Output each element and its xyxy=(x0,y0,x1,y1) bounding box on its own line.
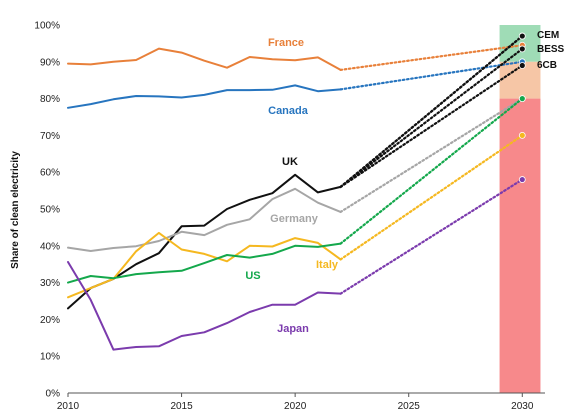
label-canada: Canada xyxy=(268,105,309,117)
projection-lines xyxy=(339,34,524,295)
x-tick-label: 2010 xyxy=(57,401,80,412)
scenario-point-cem xyxy=(518,32,526,40)
projection-canada xyxy=(339,60,524,91)
projection-france xyxy=(339,44,524,71)
scenario-label-6cb: 6CB xyxy=(537,60,557,71)
scenario-label-bess: BESS xyxy=(537,44,565,55)
projection-germany xyxy=(339,97,524,214)
y-tick-label: 10% xyxy=(40,352,60,363)
label-us: US xyxy=(245,270,260,282)
series-labels: France Canada UK Germany Italy US Japan xyxy=(245,37,339,335)
y-tick-label: 100% xyxy=(34,21,60,32)
projection-us xyxy=(339,97,524,245)
projection-scenario-bess xyxy=(339,47,524,189)
y-tick-label: 50% xyxy=(40,205,60,216)
series-line-us xyxy=(67,242,342,284)
scenario-point-bess xyxy=(518,45,526,53)
series-lines xyxy=(67,47,342,351)
projection-japan xyxy=(339,178,524,295)
series-line-germany xyxy=(67,187,342,252)
label-italy: Italy xyxy=(316,259,339,271)
target-point-japan xyxy=(518,176,526,183)
target-point-italy xyxy=(518,131,526,139)
series-line-uk xyxy=(67,173,342,310)
x-tick-label: 2030 xyxy=(511,401,534,412)
label-uk: UK xyxy=(282,156,298,168)
series-line-canada xyxy=(67,84,342,109)
y-tick-label: 30% xyxy=(40,278,60,289)
projection-scenario-6cb xyxy=(339,64,524,189)
label-france: France xyxy=(268,37,304,49)
scenario-label-cem: CEM xyxy=(537,30,559,41)
series-line-france xyxy=(67,47,342,71)
scenario-point-6cb xyxy=(518,62,526,69)
y-tick-label: 90% xyxy=(40,57,60,68)
target-point-us xyxy=(518,95,526,102)
label-germany: Germany xyxy=(270,213,319,225)
y-tick-label: 0% xyxy=(46,389,61,400)
series-line-italy xyxy=(67,231,342,299)
scenario-labels: CEM BESS 6CB xyxy=(537,30,565,71)
target-band-2 xyxy=(499,98,541,393)
y-tick-label: 40% xyxy=(40,241,60,252)
series-line-japan xyxy=(67,261,342,351)
y-tick-label: 80% xyxy=(40,94,60,105)
y-axis-title: Share of clean electricity xyxy=(10,151,21,269)
projection-italy xyxy=(339,134,524,261)
target-bands xyxy=(499,25,541,393)
target-points xyxy=(518,32,526,183)
x-tick-label: 2015 xyxy=(170,401,193,412)
y-tick-label: 60% xyxy=(40,168,60,179)
label-japan: Japan xyxy=(277,323,309,335)
y-tick-label: 20% xyxy=(40,315,60,326)
x-tick-label: 2025 xyxy=(398,401,421,412)
y-tick-label: 70% xyxy=(40,131,60,142)
axes: 0% 10% 20% 30% 40% 50% 60% 70% 80% 90% 100% 2010 201… xyxy=(34,21,545,412)
projection-scenario-cem xyxy=(339,34,524,189)
x-tick-label: 2020 xyxy=(284,401,307,412)
